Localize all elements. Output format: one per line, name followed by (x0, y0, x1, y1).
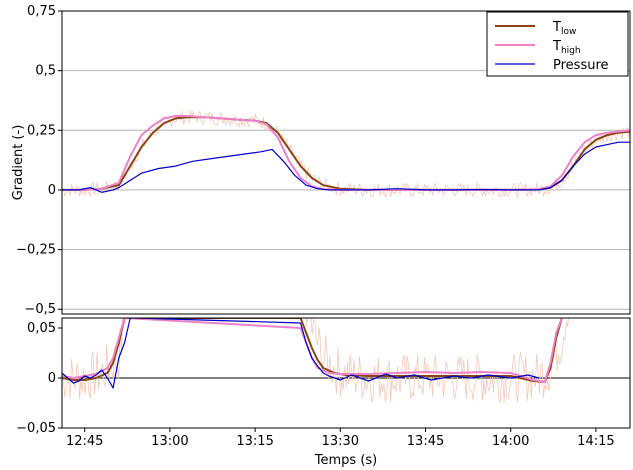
main-y-tick-label: 0 (48, 183, 56, 198)
legend-label-main: Pressure (553, 58, 609, 73)
zoom-y-ticks: 0,05 0 −0,05 (16, 321, 62, 436)
main-y-tick-label: −0,5 (24, 302, 56, 317)
legend-label-sub: high (561, 46, 581, 56)
main-plot-frame (61, 10, 631, 315)
main-series-group (62, 115, 630, 193)
main-y-tick-label: 0,75 (27, 4, 56, 19)
main-series-t-low (62, 116, 630, 191)
legend-label: Thigh (552, 39, 581, 56)
zoom-y-tick-label: −0,05 (16, 421, 56, 436)
zoom-plot-frame (61, 317, 631, 429)
zoom-noise-band (62, 318, 569, 404)
raw-signal-noise (62, 110, 630, 199)
y-axis-label: Gradient (-) (11, 125, 26, 201)
zoom-y-tick-label: 0,05 (27, 321, 56, 336)
legend-label-main: T (552, 20, 561, 35)
main-y-ticks: 0,75 0,5 0,25 0 −0,25 −0,5 (16, 4, 62, 317)
x-axis-label: Temps (s) (314, 453, 377, 468)
zoom-series-t-high (62, 318, 563, 383)
zoom-y-tick-label: 0 (48, 371, 56, 386)
main-noise-band (62, 110, 630, 199)
zoom-series-t-low (62, 318, 563, 383)
main-series-pressure (62, 141, 630, 193)
main-y-tick-label: 0,5 (35, 64, 56, 79)
legend-label-sub: low (561, 27, 576, 37)
raw-signal-noise (62, 318, 569, 404)
zoom-series-pressure (62, 318, 540, 389)
x-tick-label: 13:45 (407, 434, 444, 449)
x-tick-label: 14:00 (492, 434, 529, 449)
x-tick-label: 13:00 (151, 434, 188, 449)
x-tick-label: 13:15 (236, 434, 273, 449)
x-tick-label: 13:30 (322, 434, 359, 449)
x-tick-label: 14:15 (577, 434, 614, 449)
legend-label: Tlow (552, 20, 576, 37)
main-y-tick-label: 0,25 (27, 123, 56, 138)
zoom-series-group (62, 318, 563, 389)
main-y-tick-label: −0,25 (16, 243, 56, 258)
zoom-panel: 0,05 0 −0,05 12:45 13:00 13:15 13:30 13:45 14:0… (16, 317, 631, 449)
legend-label: Pressure (553, 58, 609, 73)
x-tick-label: 12:45 (66, 434, 103, 449)
x-ticks: 12:45 13:00 13:15 13:30 13:45 14:00 14:15 (66, 428, 615, 449)
main-series-t-high (62, 115, 630, 191)
legend-label-main: T (552, 39, 561, 54)
